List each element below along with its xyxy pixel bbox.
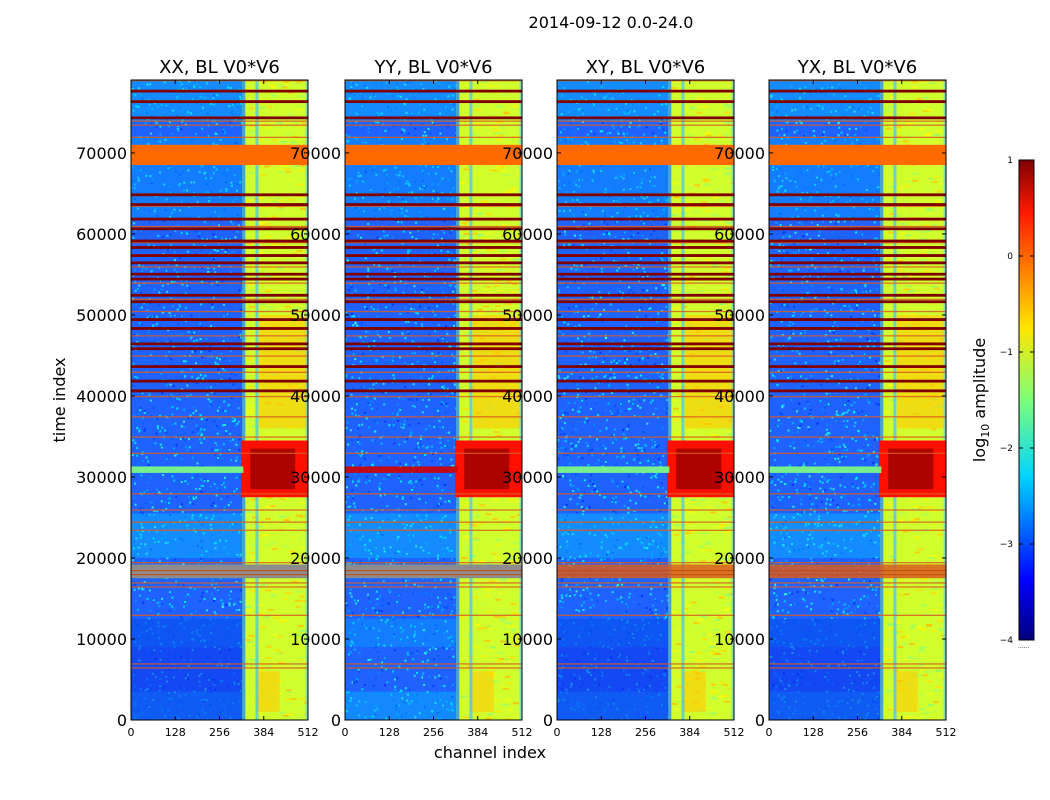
colorbar-extra-label: ......	[1018, 643, 1030, 650]
heatmap-panel-xy: XY, BL V0*V6 0 128 256 384 512 0 10000 20000 3000…	[502, 57, 744, 739]
y-tick-label: 50000	[714, 306, 765, 325]
y-tick-label: 30000	[502, 468, 553, 487]
y-tick-label: 60000	[714, 225, 765, 244]
x-tick-label: 384	[467, 726, 488, 739]
x-tick-label: 512	[298, 726, 319, 739]
y-tick-label: 30000	[290, 468, 341, 487]
y-tick-label: 20000	[290, 549, 341, 568]
panel-title: YX, BL V0*V6	[797, 57, 917, 78]
y-tick-label: 20000	[714, 549, 765, 568]
x-tick-label: 384	[891, 726, 912, 739]
x-tick-label: 512	[512, 726, 533, 739]
figure-title: 2014-09-12 0.0-24.0	[529, 13, 694, 32]
x-tick-label: 128	[803, 726, 824, 739]
heatmap-panel-yx: YX, BL V0*V6 0 128 256 384 512 0 10000 20000 3000…	[714, 57, 956, 739]
x-tick-label: 128	[379, 726, 400, 739]
y-tick-label: 10000	[290, 630, 341, 649]
y-tick-label: 50000	[502, 306, 553, 325]
x-tick-label: 256	[635, 726, 656, 739]
colorbar-ticks: 1 0 −1 −2 −3 −4	[1000, 156, 1034, 646]
y-tick-label: 70000	[76, 144, 127, 163]
y-tick-label: 0	[543, 711, 553, 730]
x-tick-label: 128	[165, 726, 186, 739]
heatmap-image	[769, 80, 946, 720]
x-tick-label: 512	[936, 726, 957, 739]
colorbar-tick-label: 1	[1007, 156, 1013, 166]
heatmap-image	[557, 80, 734, 720]
panels: XX, BL V0*V6 0 128 256 384 512 0 10000 20000 3000…	[76, 57, 956, 739]
y-tick-label: 30000	[714, 468, 765, 487]
colorbar-tick-label: −4	[1000, 636, 1014, 646]
colorbar-tick-label: −2	[1000, 444, 1013, 454]
colorbar-label-prefix: log	[970, 438, 989, 462]
colorbar-tick-label: 0	[1007, 252, 1013, 262]
heatmap-panel-yy: YY, BL V0*V6 0 128 256 384 512 0 10000 20000 3000…	[290, 57, 532, 739]
y-tick-label: 20000	[502, 549, 553, 568]
heatmap-panel-xx: XX, BL V0*V6 0 128 256 384 512 0 10000 20000 3000…	[76, 57, 318, 739]
y-tick-label: 40000	[76, 387, 127, 406]
colorbar: 10−1−2−3−4 log10 amplitude ......	[970, 156, 1035, 650]
y-axis-label: time index	[50, 357, 69, 442]
heatmap-image	[131, 80, 308, 720]
x-axis-label: channel index	[434, 743, 546, 762]
x-tick-label: 0	[128, 726, 135, 739]
colorbar-label-subscript: 10	[979, 424, 992, 438]
y-tick-label: 70000	[714, 144, 765, 163]
y-tick-label: 70000	[502, 144, 553, 163]
x-tick-label: 256	[209, 726, 230, 739]
y-tick-label: 30000	[76, 468, 127, 487]
y-tick-label: 20000	[76, 549, 127, 568]
y-tick-label: 40000	[502, 387, 553, 406]
x-tick-label: 256	[423, 726, 444, 739]
panel-title: XX, BL V0*V6	[159, 57, 280, 78]
y-tick-label: 0	[755, 711, 765, 730]
y-tick-label: 60000	[76, 225, 127, 244]
y-tick-label: 40000	[714, 387, 765, 406]
y-tick-label: 60000	[290, 225, 341, 244]
y-tick-label: 10000	[502, 630, 553, 649]
y-tick-label: 40000	[290, 387, 341, 406]
heatmap-image	[345, 80, 522, 720]
y-tick-label: 0	[117, 711, 127, 730]
x-tick-label: 0	[554, 726, 561, 739]
x-tick-label: 0	[342, 726, 349, 739]
colorbar-label-suffix: amplitude	[970, 338, 989, 424]
colorbar-tick-label: −3	[1000, 540, 1013, 550]
colorbar-tick-label: −1	[1000, 348, 1013, 358]
x-tick-label: 512	[724, 726, 745, 739]
x-tick-label: 384	[679, 726, 700, 739]
y-tick-label: 60000	[502, 225, 553, 244]
y-tick-label: 10000	[76, 630, 127, 649]
x-tick-label: 128	[591, 726, 612, 739]
y-tick-label: 50000	[290, 306, 341, 325]
panel-title: YY, BL V0*V6	[373, 57, 492, 78]
x-tick-label: 256	[847, 726, 868, 739]
x-tick-label: 0	[766, 726, 773, 739]
y-tick-label: 10000	[714, 630, 765, 649]
colorbar-gradient	[1018, 159, 1035, 641]
panel-title: XY, BL V0*V6	[586, 57, 705, 78]
y-tick-label: 70000	[290, 144, 341, 163]
y-tick-label: 0	[331, 711, 341, 730]
x-tick-label: 384	[253, 726, 274, 739]
y-tick-label: 50000	[76, 306, 127, 325]
colorbar-label: log10 amplitude	[970, 338, 992, 462]
